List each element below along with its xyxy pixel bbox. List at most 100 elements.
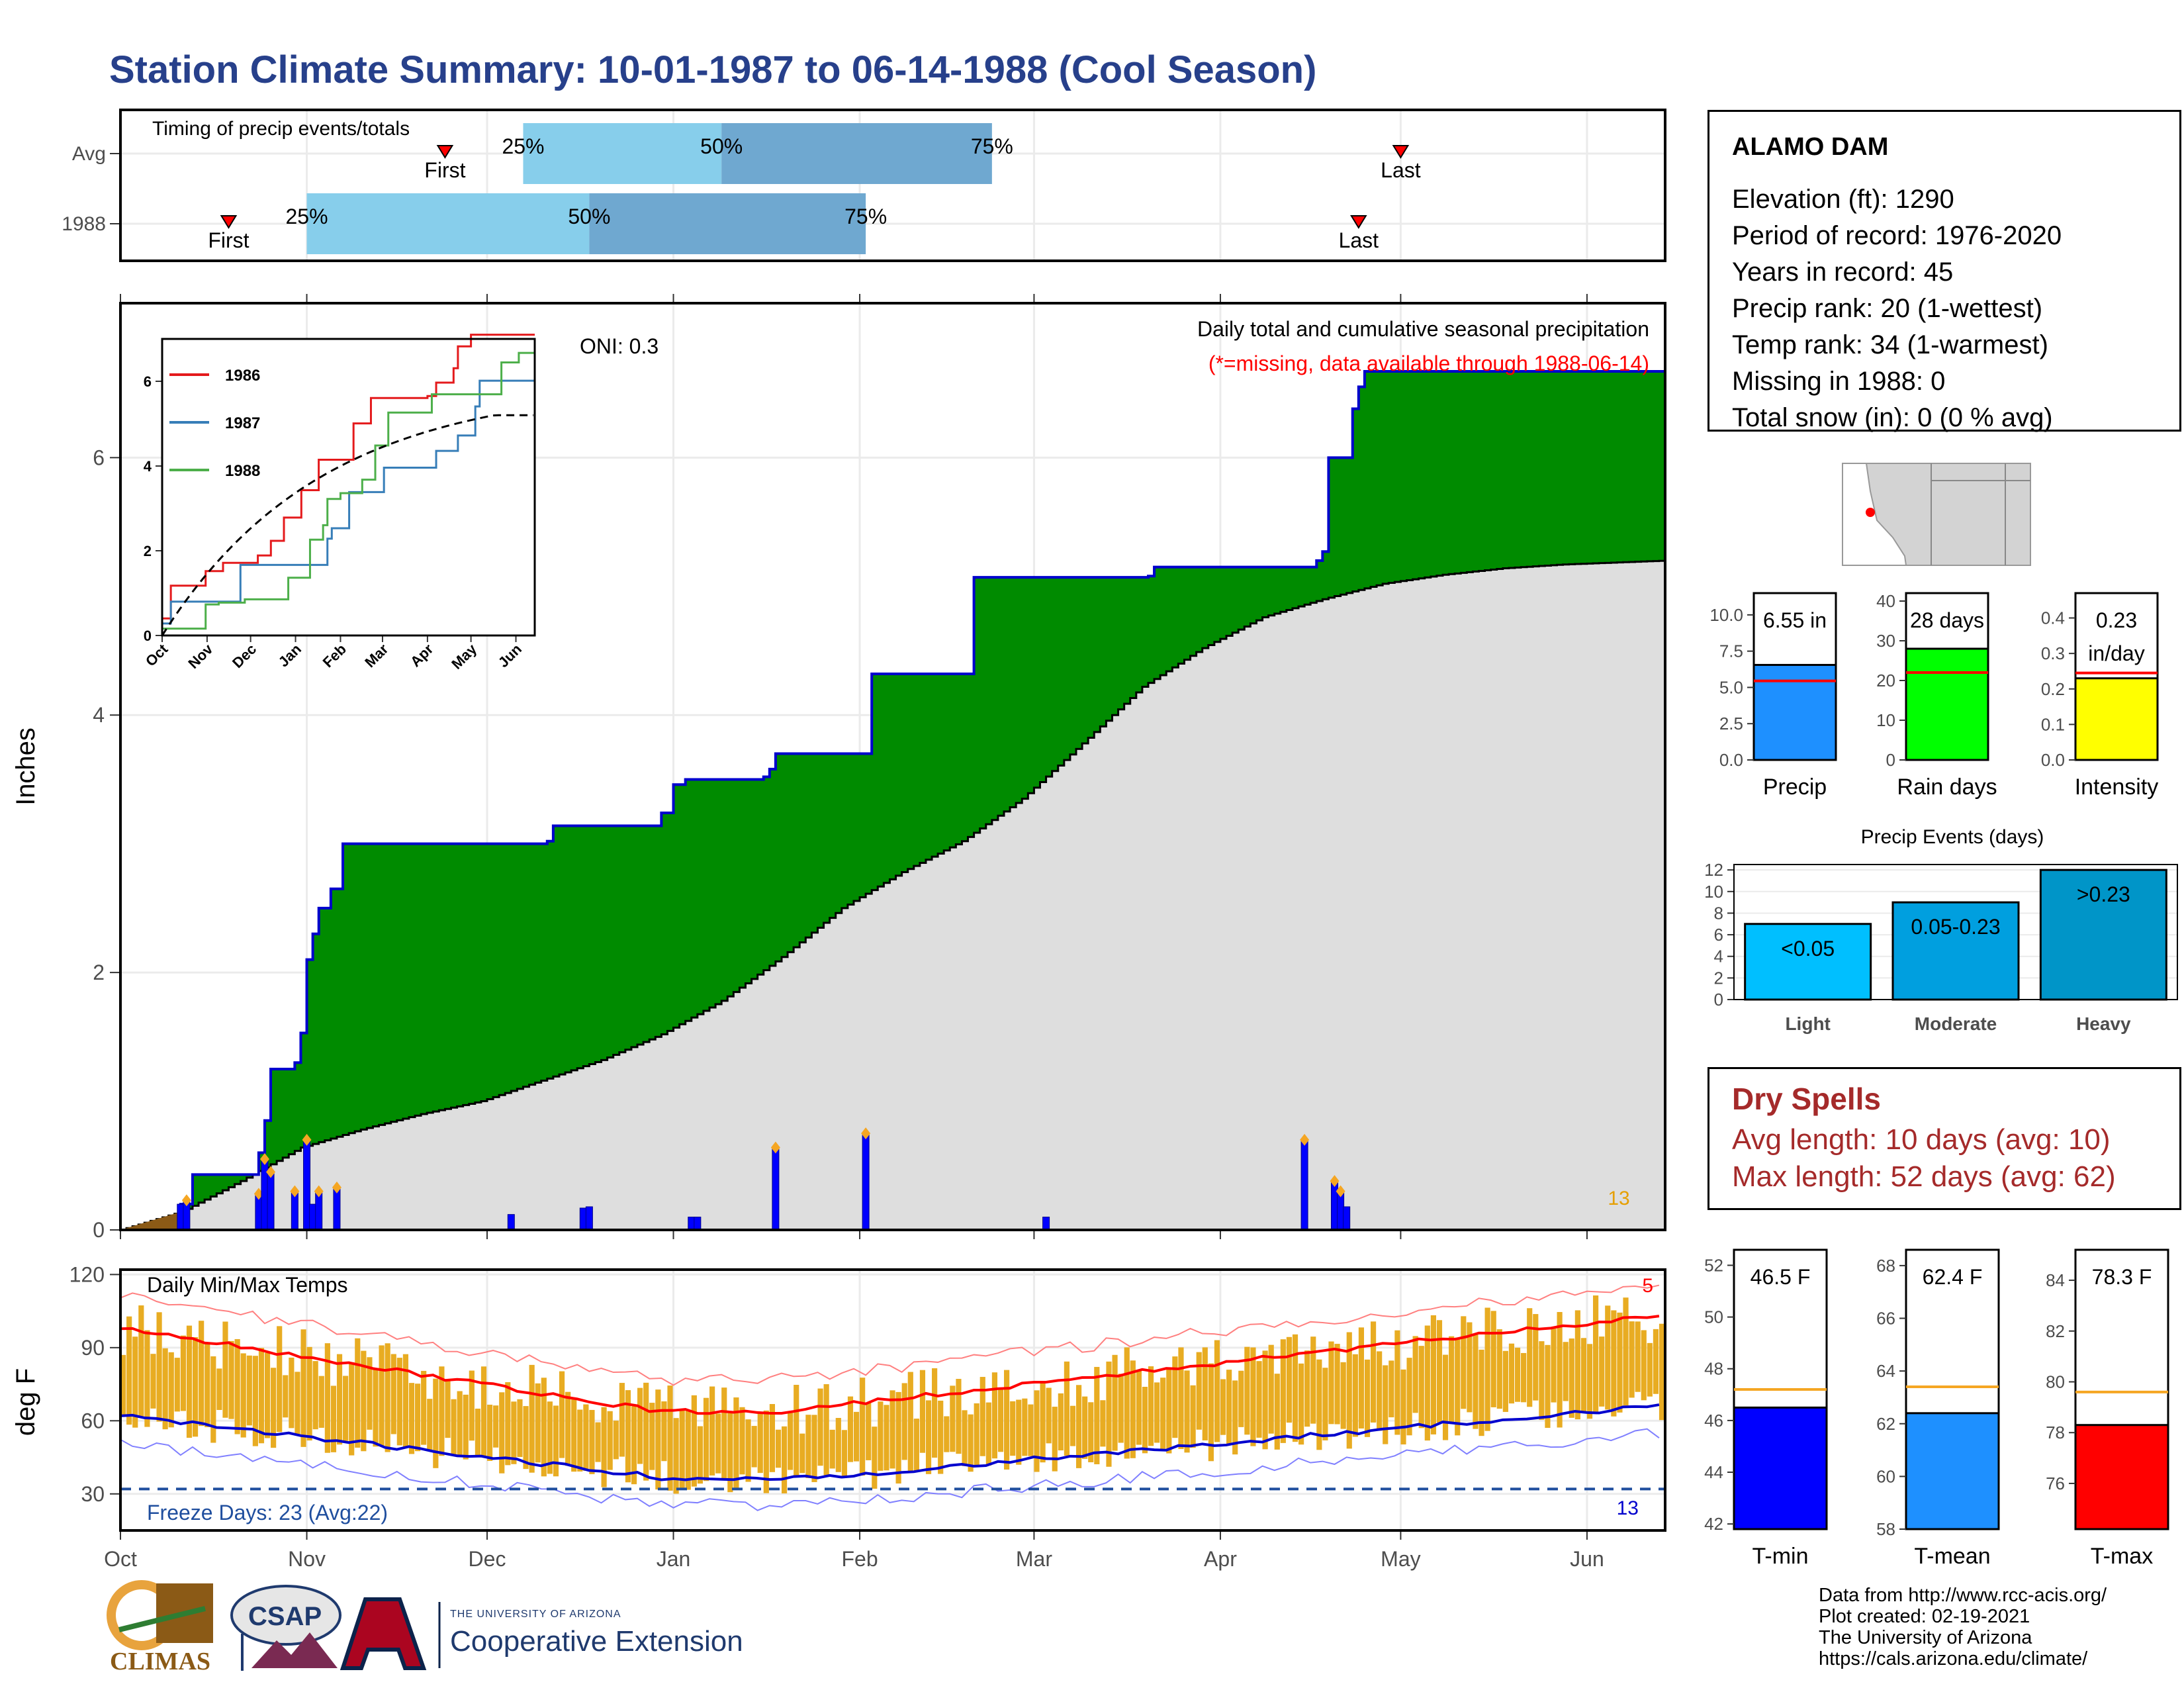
daily-temp-bar	[469, 1370, 475, 1441]
daily-temp-bar	[1022, 1398, 1028, 1456]
daily-temp-bar	[1016, 1399, 1022, 1465]
daily-temp-bar	[343, 1376, 349, 1441]
daily-temp-bar	[463, 1394, 469, 1460]
total-ytick-label: 0.2	[2041, 679, 2065, 699]
daily-precip-marker	[259, 1153, 269, 1166]
dry-spells-box: Dry Spells Avg length: 10 days (avg: 10)…	[1707, 1067, 2181, 1210]
daily-precip-bar	[177, 1203, 185, 1231]
daily-temp-bar	[595, 1422, 601, 1462]
daily-temp-bar	[1256, 1361, 1262, 1438]
precip-ylabel: Inches	[11, 727, 40, 806]
daily-temp-bar	[1069, 1405, 1076, 1446]
daily-temp-bar	[1412, 1336, 1418, 1413]
last-event-label: Last	[1381, 158, 1421, 182]
daily-temp-bar	[715, 1413, 721, 1474]
daily-precip-bar	[688, 1217, 696, 1231]
daily-temp-bar	[1202, 1347, 1208, 1440]
timing-label-50: 50%	[700, 134, 743, 158]
ua-logo-small-text: THE UNIVERSITY OF ARIZONA	[450, 1609, 621, 1620]
daily-temp-bar	[529, 1364, 535, 1473]
daily-temp-bar	[1322, 1368, 1328, 1440]
daily-temp-bar	[685, 1411, 691, 1490]
daily-temp-bar	[210, 1356, 216, 1443]
daily-temp-bar	[805, 1415, 811, 1478]
daily-temp-bar	[1659, 1323, 1665, 1421]
temps-ytick-label: 30	[81, 1482, 105, 1506]
daily-temp-bar	[733, 1397, 739, 1490]
daily-temp-bar	[192, 1337, 199, 1437]
total-ytick-label: 0.0	[1719, 750, 1743, 770]
precip-chart: Daily total and cumulative seasonal prec…	[11, 294, 1666, 1242]
daily-temp-bar	[421, 1370, 427, 1445]
precip-annotation-missing: (*=missing, data available through 1988-…	[1208, 352, 1649, 375]
daily-temp-bar	[1593, 1295, 1599, 1413]
temps-ytick-label: 90	[81, 1336, 105, 1360]
station-precip-rank: Precip rank: 20 (1-wettest)	[1732, 294, 2043, 323]
daily-temp-bar	[944, 1416, 950, 1452]
daily-temp-bar	[835, 1418, 841, 1472]
daily-temp-bar	[919, 1370, 926, 1453]
daily-temp-bar	[691, 1395, 697, 1487]
temps-xtick-label: May	[1381, 1547, 1420, 1571]
daily-temp-bar	[234, 1338, 240, 1434]
daily-temp-bar	[565, 1391, 571, 1466]
daily-temp-bar	[1232, 1380, 1238, 1455]
daily-temp-bar	[1208, 1363, 1214, 1462]
daily-temp-bar	[277, 1326, 283, 1432]
daily-temp-bar	[480, 1366, 487, 1456]
precip-ytick-label: 0	[93, 1218, 105, 1242]
event-bar	[2039, 868, 2167, 1001]
daily-temp-bar	[150, 1354, 156, 1409]
total-ytick-label: 76	[2046, 1474, 2065, 1493]
daily-temp-bar	[583, 1404, 589, 1471]
csap-logo-text: CSAP	[248, 1602, 322, 1631]
timing-row-label: 1988	[62, 213, 106, 235]
last-event-marker	[1392, 145, 1410, 159]
daily-temp-bar	[721, 1387, 727, 1479]
events-ytick-label: 12	[1704, 860, 1723, 880]
event-category-label: Light	[1785, 1013, 1830, 1034]
daily-precip-bar	[694, 1217, 702, 1231]
daily-temp-bar	[541, 1378, 547, 1477]
total-ytick-label: 68	[1876, 1256, 1895, 1276]
total-ytick-label: 78	[2046, 1423, 2065, 1442]
total-bar	[1905, 647, 1989, 761]
daily-precip-marker	[861, 1127, 871, 1140]
daily-temp-bar	[1430, 1315, 1436, 1434]
event-category-label: Heavy	[2076, 1013, 2131, 1034]
daily-temp-bar	[1136, 1370, 1142, 1445]
temps-ytick-label: 60	[81, 1409, 105, 1432]
daily-temp-bar	[162, 1348, 168, 1430]
daily-temp-bar	[1274, 1374, 1280, 1450]
daily-temp-bar	[1508, 1343, 1515, 1404]
daily-temp-bar	[1310, 1336, 1316, 1424]
timing-label-25: 25%	[502, 134, 544, 158]
daily-temp-bar	[246, 1355, 252, 1426]
total-ytick-label: 84	[2046, 1270, 2065, 1290]
temps-chart: Daily Min/Max Temps Freeze Days: 23 (Avg:…	[11, 1262, 1666, 1571]
daily-temp-bar	[607, 1411, 613, 1470]
daily-temp-bar	[1280, 1339, 1286, 1443]
cumulative-line	[120, 370, 1665, 1231]
first-event-marker	[436, 145, 454, 159]
daily-temp-bar	[649, 1403, 655, 1470]
daily-temp-bar	[1118, 1374, 1124, 1443]
total-bar	[2074, 1424, 2169, 1530]
locator-map	[1842, 463, 2031, 566]
total-bar	[1905, 1412, 2000, 1530]
daily-precip-marker	[1336, 1185, 1345, 1197]
daily-temp-bar	[679, 1409, 685, 1489]
total-ytick-label: 48	[1704, 1359, 1723, 1379]
daily-temp-bar	[1046, 1387, 1052, 1444]
daily-temp-bar	[1424, 1325, 1430, 1441]
daily-temp-bar	[499, 1392, 505, 1474]
daily-temp-bar	[884, 1405, 889, 1471]
daily-temp-bar	[589, 1409, 595, 1474]
total-ytick-label: 80	[2046, 1372, 2065, 1391]
total-ytick-label: 82	[2046, 1321, 2065, 1341]
temps-xtick-label: Jan	[657, 1547, 691, 1571]
total-value-label: 62.4 F	[1923, 1265, 1983, 1289]
daily-temp-bar	[1178, 1347, 1184, 1449]
daily-temp-bar	[396, 1358, 402, 1446]
daily-temp-bar	[361, 1350, 367, 1452]
